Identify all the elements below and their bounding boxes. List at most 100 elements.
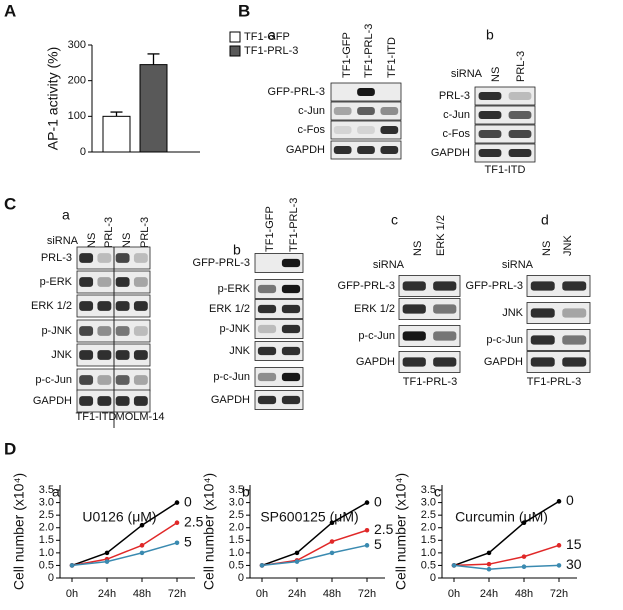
x-tick-label: 0h — [448, 588, 460, 600]
blot-band — [133, 326, 148, 336]
line — [261, 544, 368, 567]
blot-band — [115, 253, 130, 263]
row-label: GAPDH — [484, 356, 523, 368]
row-label: c-Fos — [443, 128, 471, 140]
series-label: 2.5 — [374, 521, 394, 537]
point — [521, 554, 527, 559]
lane-label: JNK — [562, 235, 574, 256]
blot-band — [530, 281, 555, 291]
y-tick-label: 0 — [80, 146, 86, 158]
point — [294, 550, 300, 556]
panel-letter: B — [238, 1, 250, 20]
lane-label: NS — [412, 241, 424, 256]
blot-band — [281, 304, 301, 314]
y-tick-label: 3.0 — [421, 497, 436, 509]
y-tick-label: 1.0 — [229, 547, 244, 559]
blot-strip — [330, 120, 402, 140]
lane-label: NS — [86, 233, 98, 248]
point — [259, 563, 265, 568]
row-label: p-ERK — [40, 276, 73, 288]
point — [139, 550, 145, 556]
blot-band — [562, 308, 587, 318]
lane-label: TF1-PRL-3 — [363, 24, 375, 78]
point — [521, 564, 527, 569]
blot-band — [380, 146, 399, 154]
legend-label: TF1-PRL-3 — [244, 45, 298, 57]
blot-band — [281, 395, 301, 405]
blot-band — [79, 375, 94, 385]
point — [139, 543, 145, 548]
lane-label: PRL-3 — [515, 51, 527, 82]
row-label: p-JNK — [219, 323, 250, 335]
blot-band — [478, 111, 502, 119]
y-axis-label: Cell number (x10⁴) — [393, 473, 409, 590]
y-tick-label: 2.5 — [421, 509, 436, 521]
blot-band — [281, 372, 301, 382]
blot-band — [257, 346, 277, 356]
blot-band — [97, 253, 112, 263]
blot-band — [478, 92, 502, 100]
blot-band — [402, 331, 426, 341]
blot-band — [133, 350, 148, 360]
y-tick-label: 3.0 — [39, 497, 54, 509]
y-tick-label: 1.0 — [39, 547, 54, 559]
series-label: 15 — [566, 536, 582, 552]
cell-line-label: TF1-ITD — [76, 411, 117, 423]
point — [486, 550, 492, 556]
blot-band — [97, 301, 112, 311]
row-label: GFP-PRL-3 — [338, 280, 395, 292]
blot-strip — [398, 275, 461, 297]
blot-band — [79, 350, 94, 360]
point — [174, 520, 180, 526]
y-tick-label: 2.5 — [229, 509, 244, 521]
blot-band — [115, 301, 130, 311]
point — [364, 527, 370, 533]
point — [486, 566, 492, 572]
row-label: p-c-Jun — [35, 374, 72, 386]
y-tick-label: 3.5 — [421, 484, 436, 496]
y-tick-label: 0.5 — [39, 559, 54, 571]
line — [71, 522, 178, 567]
series-label: 0 — [374, 493, 382, 509]
blot-strip — [398, 325, 461, 347]
line — [71, 542, 178, 567]
blot-band — [402, 304, 426, 314]
line — [453, 500, 560, 567]
sirna-label: siRNA — [373, 259, 405, 271]
y-tick-label: 0.5 — [421, 559, 436, 571]
x-tick-label: 0h — [256, 588, 268, 600]
line — [453, 544, 560, 567]
blot-strip — [254, 253, 304, 273]
point — [329, 539, 335, 544]
lane-label: TF1-PRL-3 — [288, 198, 300, 252]
blot-band — [257, 304, 277, 314]
line — [71, 501, 178, 567]
line — [453, 564, 560, 570]
blot-strip — [254, 319, 304, 339]
x-tick-label: 0h — [66, 588, 78, 600]
blot-band — [357, 126, 375, 134]
lane-label: PRL-3 — [139, 217, 151, 248]
blot-band — [281, 284, 301, 294]
row-label: PRL-3 — [41, 252, 72, 264]
blot-band — [133, 375, 148, 385]
blot-band — [433, 331, 457, 341]
y-tick-label: 0 — [238, 572, 244, 584]
point — [329, 520, 335, 526]
row-label: p-JNK — [41, 325, 72, 337]
y-tick-label: 300 — [68, 39, 86, 51]
y-tick-label: 1.5 — [421, 534, 436, 546]
blot-band — [133, 253, 148, 263]
blot-band — [433, 281, 457, 291]
blot-band — [508, 149, 532, 157]
row-label: p-ERK — [218, 283, 251, 295]
point — [294, 559, 300, 564]
row-label: p-c-Jun — [486, 334, 523, 346]
series-label: 5 — [374, 536, 382, 552]
blot-band — [79, 253, 94, 263]
y-tick-label: 2.0 — [421, 522, 436, 534]
x-tick-label: 72h — [168, 588, 186, 600]
point — [486, 561, 492, 567]
blot-band — [79, 396, 94, 406]
